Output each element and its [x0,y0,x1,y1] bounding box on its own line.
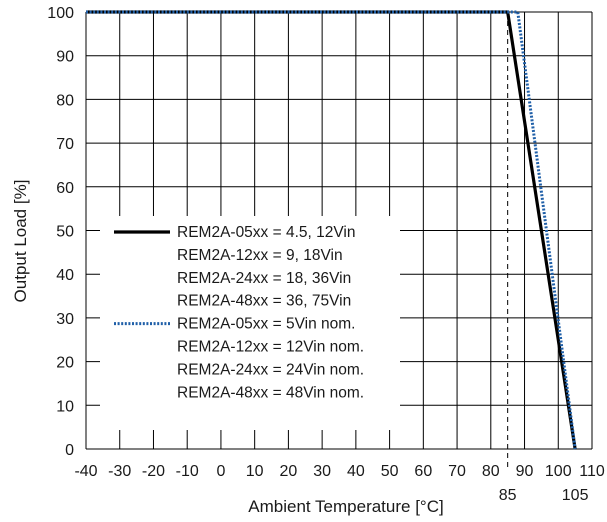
legend-entry: REM2A-24xx = 24Vin nom. [177,361,364,378]
x-tick-label: -10 [176,463,199,480]
x-tick-label: 70 [448,463,466,480]
legend-entry: REM2A-12xx = 9, 18Vin [177,247,343,264]
x-tick-label: 80 [482,463,500,480]
y-tick-label: 80 [56,92,74,109]
legend-entry: REM2A-05xx = 4.5, 12Vin [177,224,356,241]
x-tick-label: 100 [545,463,572,480]
legend: REM2A-05xx = 4.5, 12Vin REM2A-12xx = 9, 1… [100,216,400,430]
x-tick-label: 0 [216,463,225,480]
y-tick-label: 20 [56,355,74,372]
series-lines [86,10,577,450]
y-tick-label: 0 [65,442,74,459]
legend-entry: REM2A-48xx = 48Vin nom. [177,384,364,401]
x-tick-label: -30 [108,463,131,480]
x-tick-label: -20 [142,463,165,480]
legend-entry: REM2A-12xx = 12Vin nom. [177,339,364,356]
y-tick-label: 60 [56,180,74,197]
x-tick-label-extra: 85 [499,487,517,504]
x-tick-label: 50 [381,463,399,480]
x-tick-label: 110 [579,463,605,480]
x-tick-label: 60 [414,463,432,480]
legend-entry: REM2A-24xx = 18, 36Vin [177,270,351,287]
x-tick-label: -40 [74,463,97,480]
y-tick-label: 100 [47,5,74,22]
legend-entry: REM2A-05xx = 5Vin nom. [177,316,355,333]
y-tick-label: 90 [56,49,74,66]
x-tick-label-extra: 105 [562,487,589,504]
y-axis-title: Output Load [%] [11,180,30,303]
x-tick-label: 90 [516,463,534,480]
y-tick-label: 30 [56,311,74,328]
x-axis-title: Ambient Temperature [°C] [248,497,443,516]
y-tick-label: 40 [56,267,74,284]
x-tick-label: 10 [246,463,264,480]
x-tick-label: 20 [280,463,298,480]
legend-entry: REM2A-48xx = 36, 75Vin [177,293,351,310]
y-tick-label: 10 [56,398,74,415]
y-tick-label: 70 [56,136,74,153]
y-tick-label: 50 [56,224,74,241]
x-tick-label: 40 [347,463,365,480]
x-tick-label: 30 [313,463,331,480]
